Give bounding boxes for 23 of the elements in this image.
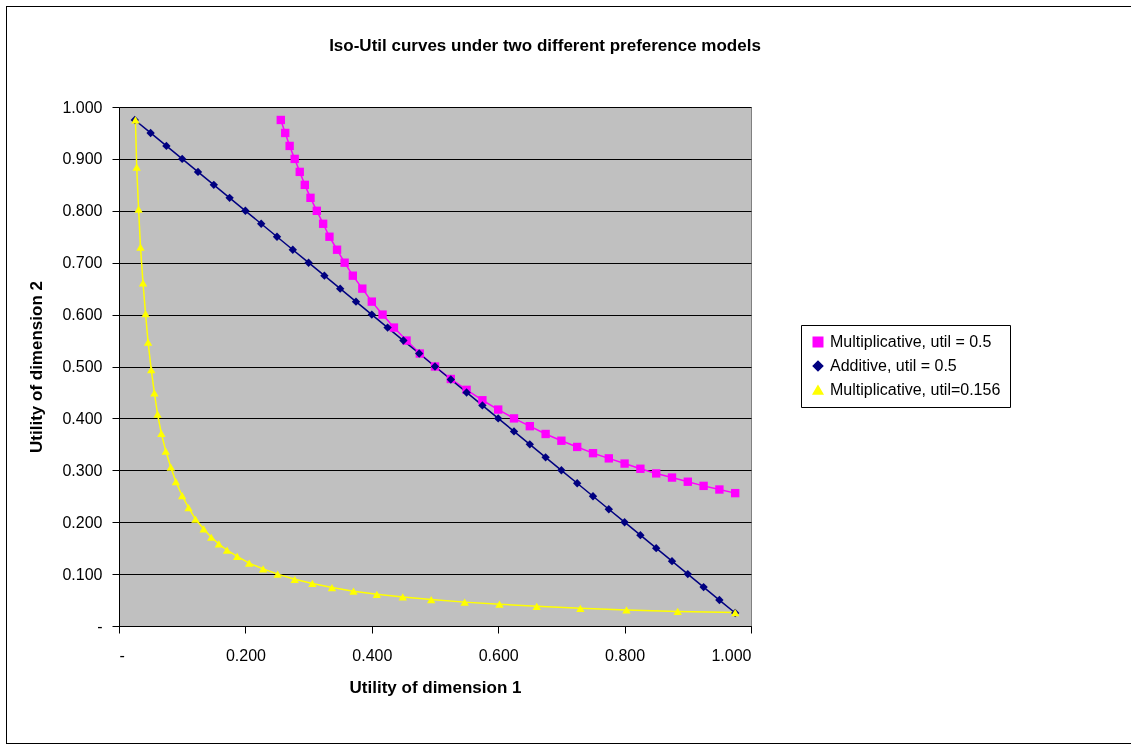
x-tick-label: 1.000 [711, 646, 752, 664]
x-tick-label: 0.800 [605, 646, 646, 664]
y-tick-label: 0.500 [62, 358, 103, 375]
y-tick-label: 0.100 [62, 565, 103, 583]
y-tick-label: 0.700 [62, 254, 103, 272]
y-tick-label: 0.400 [62, 409, 103, 427]
y-tick-label: 0.600 [62, 306, 103, 324]
chart-title: Iso-Util curves under two different preference models [329, 36, 761, 55]
legend-label: Multiplicative, util = 0.5 [830, 333, 992, 350]
legend-label: Multiplicative, util=0.156 [830, 381, 1001, 398]
legend-label: Additive, util = 0.5 [830, 357, 957, 374]
y-tick-label: 0.200 [62, 513, 103, 531]
y-tick-label: 1.000 [62, 98, 103, 116]
y-tick-label: 0.800 [62, 202, 103, 220]
x-tick-label: 0.600 [478, 646, 519, 664]
y-axis-title: Utility of dimension 2 [27, 281, 47, 453]
y-tick-label: 0.300 [62, 461, 103, 479]
y-tick-label: 0.900 [62, 150, 103, 168]
y-tick-label: - [97, 617, 103, 635]
x-tick-label: 0.400 [352, 646, 393, 664]
x-tick-label: - [119, 646, 125, 664]
x-axis-title: Utility of dimension 1 [349, 677, 522, 697]
x-tick-label: 0.200 [225, 646, 267, 664]
